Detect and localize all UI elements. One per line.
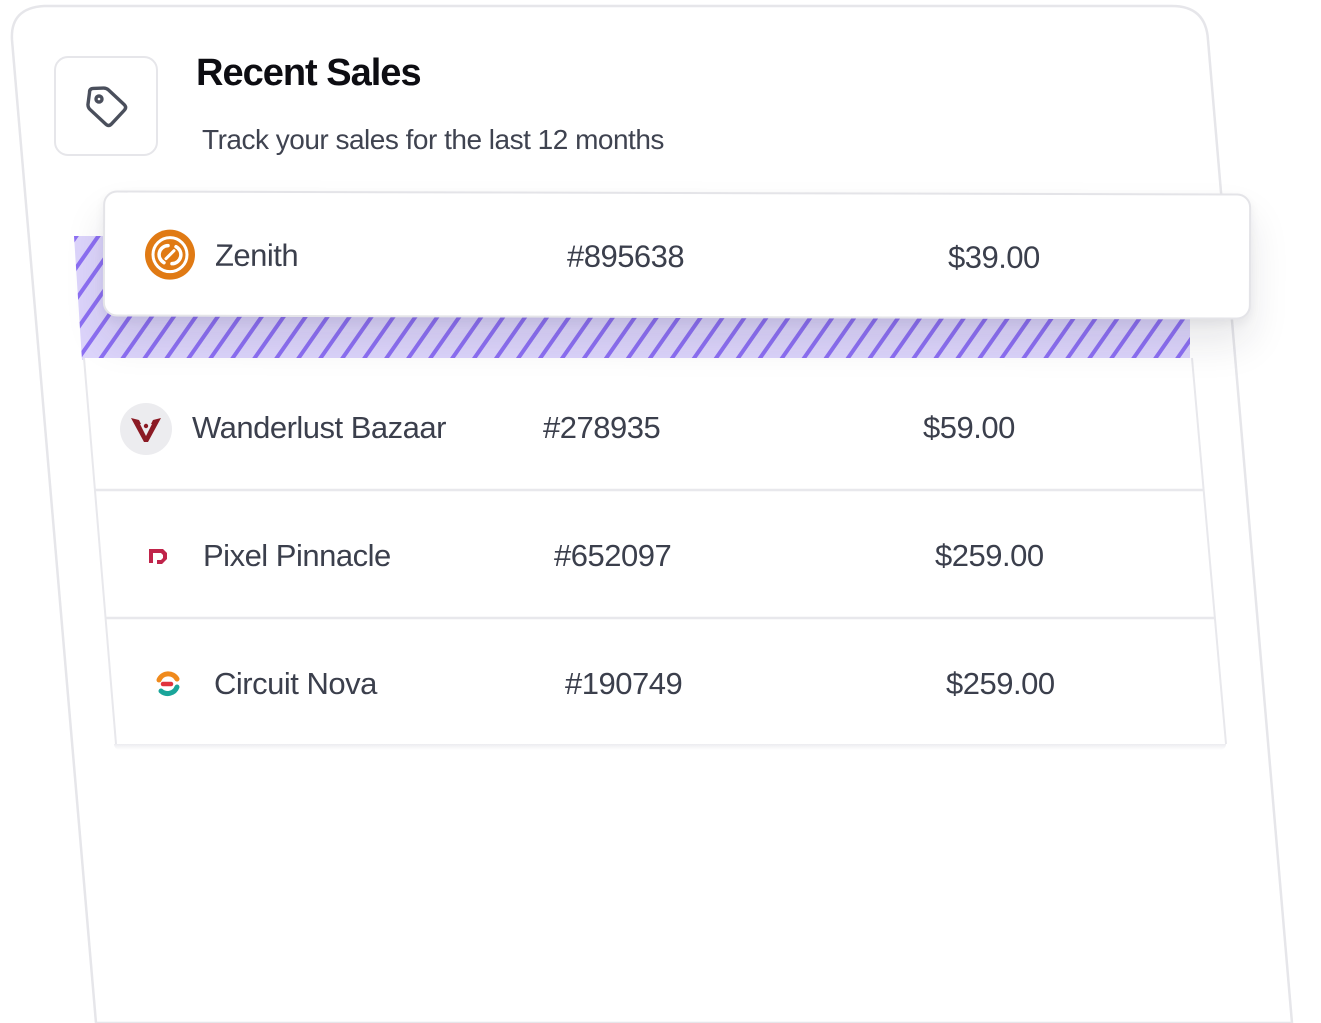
table-row-dragging[interactable]: Zenith #895638 $39.00 (102, 190, 1252, 320)
sale-customer-name: Wanderlust Bazaar (192, 410, 446, 445)
sale-order-id: #652097 (554, 538, 672, 573)
sale-amount: $259.00 (946, 666, 1055, 701)
sale-customer-name: Circuit Nova (214, 666, 377, 701)
zenith-logo-icon (144, 229, 196, 281)
page-subtitle: Track your sales for the last 12 months (202, 124, 664, 155)
sale-order-id: #895638 (566, 238, 685, 275)
sale-order-id: #190749 (565, 666, 683, 701)
sale-order-id: #278935 (543, 410, 661, 445)
tag-icon-box (54, 56, 158, 156)
sale-customer-name: Zenith (214, 237, 299, 274)
pixel-pinnacle-logo-icon (132, 530, 184, 582)
tag-icon (86, 86, 128, 128)
circuit-nova-logo-icon (142, 658, 194, 710)
sale-amount: $59.00 (923, 410, 1015, 445)
page-title: Recent Sales (196, 52, 422, 94)
list-bottom-edge (114, 744, 1226, 750)
wanderlust-logo-icon (120, 403, 172, 455)
sale-amount: $39.00 (947, 239, 1040, 275)
sale-amount: $259.00 (935, 538, 1044, 573)
sale-customer-name: Pixel Pinnacle (203, 538, 391, 573)
